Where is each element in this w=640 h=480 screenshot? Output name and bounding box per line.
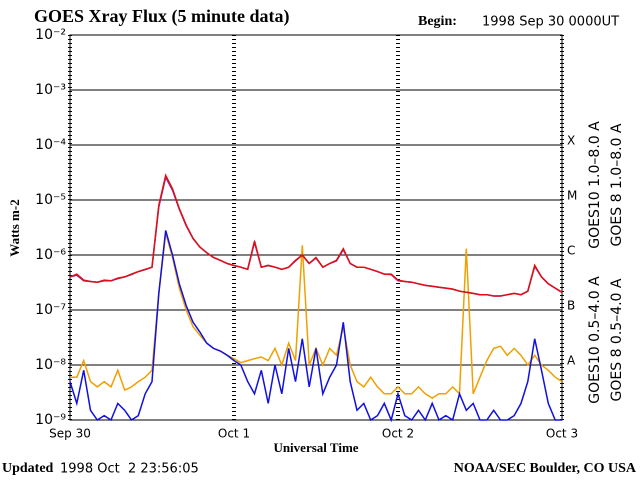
legend-entry: GOES 8 0.5–4.0 A bbox=[609, 278, 625, 401]
class-label: C bbox=[567, 244, 575, 258]
series-line bbox=[69, 230, 562, 423]
class-label: B bbox=[567, 299, 575, 313]
legend-entry: GOES10 0.5–4.0 A bbox=[587, 276, 603, 404]
y-tick-label: 10⁻⁷ bbox=[35, 302, 66, 318]
series-line bbox=[69, 175, 563, 297]
x-tick-label: Oct 2 bbox=[382, 427, 414, 441]
chart-title: GOES Xray Flux (5 minute data) bbox=[34, 6, 290, 27]
y-tick-label: 10⁻⁸ bbox=[35, 357, 66, 373]
updated-label: Updated bbox=[2, 461, 54, 476]
begin-time: 1998 Sep 30 0000UT bbox=[482, 15, 619, 30]
x-tick-label: Sep 30 bbox=[49, 427, 91, 441]
x-axis-label: Universal Time bbox=[273, 440, 358, 455]
class-label: A bbox=[567, 354, 576, 368]
y-tick-label: 10⁻⁶ bbox=[35, 247, 66, 263]
class-label: X bbox=[567, 134, 575, 148]
series-line bbox=[69, 173, 563, 297]
y-tick-label: 10⁻⁵ bbox=[35, 192, 66, 208]
begin-label: Begin: bbox=[418, 14, 457, 29]
legend-entry: GOES 8 1.0–8.0 A bbox=[609, 123, 625, 246]
legend-entry: GOES10 1.0–8.0 A bbox=[587, 121, 603, 249]
source: NOAA/SEC Boulder, CO USA bbox=[454, 461, 637, 476]
class-label: M bbox=[567, 189, 577, 203]
y-tick-label: 10⁻³ bbox=[35, 82, 66, 98]
x-tick-label: Oct 1 bbox=[218, 427, 250, 441]
y-tick-label: 10⁻² bbox=[35, 27, 66, 43]
y-axis-label: Watts m-2 bbox=[7, 199, 22, 256]
y-tick-label: 10⁻⁴ bbox=[35, 137, 66, 153]
plot-frame bbox=[69, 34, 563, 421]
x-tick-label: Oct 3 bbox=[546, 427, 578, 441]
updated-time: 1998 Oct 2 23:56:05 bbox=[60, 462, 199, 477]
y-tick-label: 10⁻⁹ bbox=[35, 412, 66, 428]
